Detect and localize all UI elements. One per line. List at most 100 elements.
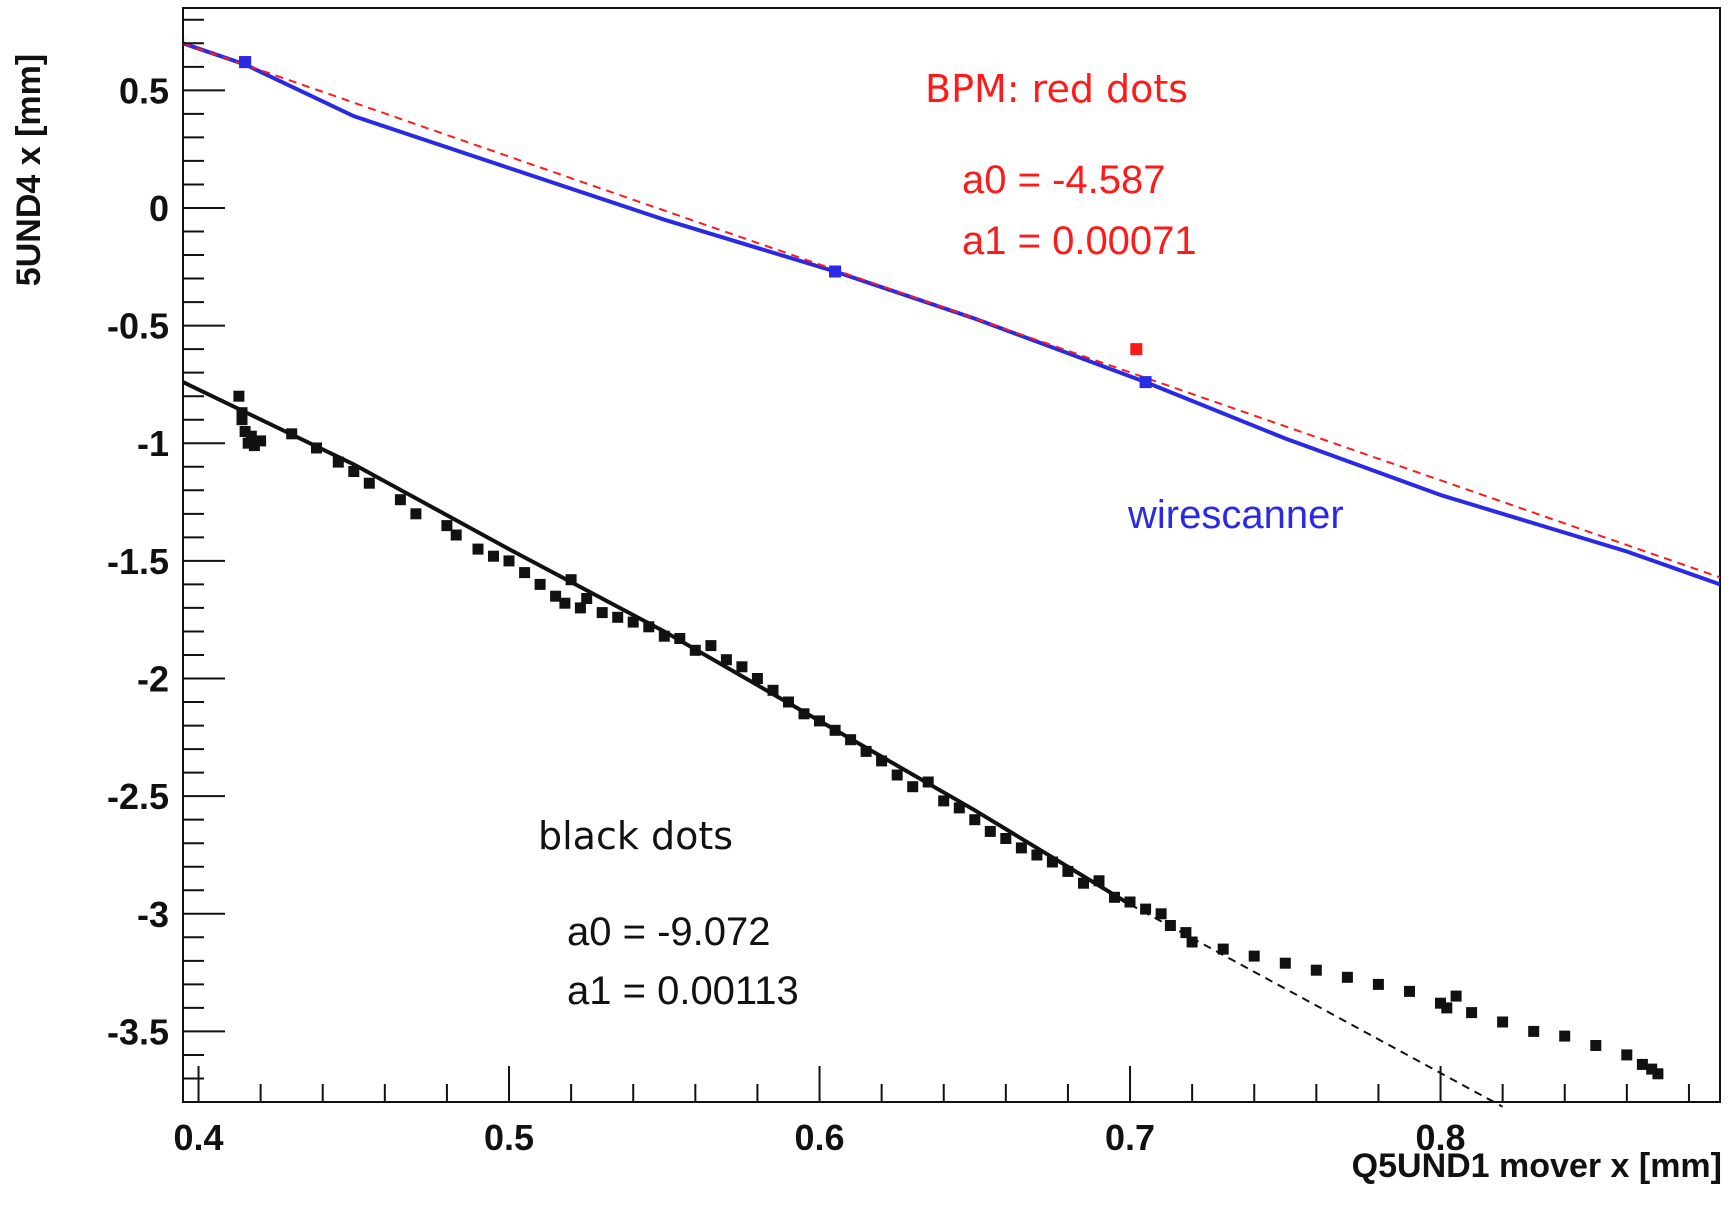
data-point <box>245 430 257 442</box>
data-point <box>1248 950 1260 962</box>
data-point <box>239 426 251 437</box>
data-point <box>1140 903 1152 915</box>
y-tick-label: -2.5 <box>107 776 169 817</box>
x-tick-label: 0.6 <box>795 1117 845 1158</box>
data-point <box>689 644 701 656</box>
data-point <box>472 543 484 555</box>
data-point <box>410 508 422 520</box>
data-point <box>233 390 245 402</box>
data-point <box>348 466 360 477</box>
data-point <box>450 529 462 541</box>
series-line-1 <box>182 42 1721 579</box>
data-point <box>503 555 515 567</box>
data-point <box>751 673 763 684</box>
x-tick-label: 0.7 <box>1105 1117 1155 1158</box>
data-point <box>705 640 717 652</box>
data-point <box>1590 1040 1602 1051</box>
y-tick-label: -0.5 <box>107 306 169 347</box>
data-point <box>1109 891 1120 903</box>
x-tick-label: 0.4 <box>174 1117 224 1158</box>
data-point <box>1435 997 1446 1009</box>
data-point <box>242 437 254 449</box>
data-point <box>658 630 670 642</box>
y-tick-label: -2 <box>137 659 169 700</box>
data-point <box>363 477 375 489</box>
data-point <box>332 456 344 468</box>
data-point <box>236 407 248 419</box>
data-point <box>565 574 577 586</box>
y-tick-label: 0.5 <box>119 70 169 111</box>
data-point <box>720 654 732 666</box>
annotation-black-a0: a0 = -9.072 <box>567 910 771 954</box>
y-tick-label: -3.5 <box>107 1011 169 1052</box>
series-line-0 <box>182 41 1721 587</box>
annotation-bpm-a0: a0 = -4.587 <box>962 158 1166 202</box>
data-point <box>969 814 981 826</box>
data-point <box>674 633 686 644</box>
data-point <box>1155 908 1167 920</box>
data-point <box>627 616 639 628</box>
data-point <box>938 795 950 807</box>
y-axis-title: 5UND4 x [mm] <box>10 54 48 286</box>
data-point <box>1559 1030 1571 1042</box>
data-point <box>574 602 586 614</box>
data-point <box>1497 1016 1509 1028</box>
data-point <box>1310 964 1322 976</box>
data-point <box>1636 1058 1648 1070</box>
y-tick-label: -1.5 <box>107 541 169 582</box>
data-point <box>441 520 453 532</box>
data-point <box>1441 1002 1453 1014</box>
data-point <box>814 715 825 727</box>
data-point <box>1139 376 1152 389</box>
data-point <box>1000 833 1012 844</box>
data-point <box>1031 849 1043 861</box>
data-point <box>783 696 794 708</box>
data-point <box>1124 896 1136 908</box>
data-point <box>907 781 919 793</box>
data-point <box>1466 1007 1478 1019</box>
data-point <box>1015 842 1027 854</box>
data-point <box>953 802 965 814</box>
data-point <box>767 684 779 696</box>
data-point <box>643 621 655 633</box>
annotation-bpm-label: BPM: red dots <box>925 67 1188 111</box>
plot-frame <box>182 7 1721 1103</box>
x-tick-label: 0.8 <box>1416 1117 1466 1158</box>
data-point <box>829 265 842 278</box>
data-point <box>1404 985 1415 997</box>
data-point <box>519 567 531 579</box>
data-point <box>248 440 260 452</box>
data-point <box>559 597 571 609</box>
data-point <box>1450 990 1462 1002</box>
data-point <box>1130 343 1143 356</box>
annotation-bpm-a1: a1 = 0.00071 <box>962 219 1197 263</box>
x-tick-label: 0.5 <box>484 1117 534 1158</box>
data-point <box>1186 936 1198 948</box>
x-axis-title: Q5UND1 mover x [mm] <box>1352 1147 1722 1185</box>
data-point <box>876 755 888 767</box>
data-point <box>1279 957 1291 969</box>
data-point <box>1652 1068 1664 1080</box>
annotation-black-label: black dots <box>538 814 733 858</box>
data-point <box>845 734 857 746</box>
y-tick-label: 0 <box>149 188 169 229</box>
data-point <box>891 769 903 781</box>
data-point <box>798 708 810 720</box>
y-tick-label: -3 <box>137 894 169 935</box>
data-point <box>736 661 748 673</box>
data-point <box>239 56 252 69</box>
data-point <box>1646 1063 1658 1075</box>
data-point <box>1062 865 1074 877</box>
data-point <box>311 442 322 454</box>
data-point <box>1528 1025 1540 1037</box>
y-tick-label: -1 <box>137 423 169 464</box>
data-point <box>255 435 267 447</box>
data-point <box>581 593 593 604</box>
data-point <box>1164 920 1176 931</box>
data-point <box>984 825 996 837</box>
data-point <box>1046 856 1058 868</box>
data-point <box>534 578 546 590</box>
data-point <box>488 550 499 562</box>
data-point <box>1180 927 1192 939</box>
